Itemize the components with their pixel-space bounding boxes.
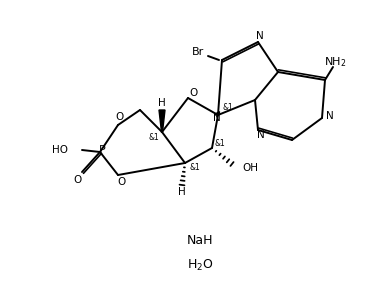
Text: P: P: [99, 145, 105, 155]
Polygon shape: [214, 112, 220, 115]
Text: &1: &1: [149, 133, 159, 142]
Text: H: H: [178, 187, 186, 197]
Text: &1: &1: [215, 138, 225, 147]
Text: N: N: [256, 31, 264, 41]
Text: N: N: [257, 130, 265, 140]
Polygon shape: [159, 110, 165, 132]
Text: H$_2$O: H$_2$O: [187, 258, 213, 272]
Text: N: N: [326, 111, 334, 121]
Text: N: N: [213, 113, 221, 123]
Text: O: O: [116, 112, 124, 122]
Text: O: O: [74, 175, 82, 185]
Text: OH: OH: [242, 163, 258, 173]
Text: &1: &1: [223, 102, 233, 112]
Text: HO: HO: [52, 145, 68, 155]
Text: NH$_2$: NH$_2$: [324, 55, 346, 69]
Text: O: O: [189, 88, 197, 98]
Text: H: H: [158, 98, 166, 108]
Text: NaH: NaH: [187, 234, 213, 246]
Text: O: O: [117, 177, 125, 187]
Text: Br: Br: [192, 47, 204, 57]
Text: &1: &1: [190, 164, 200, 173]
